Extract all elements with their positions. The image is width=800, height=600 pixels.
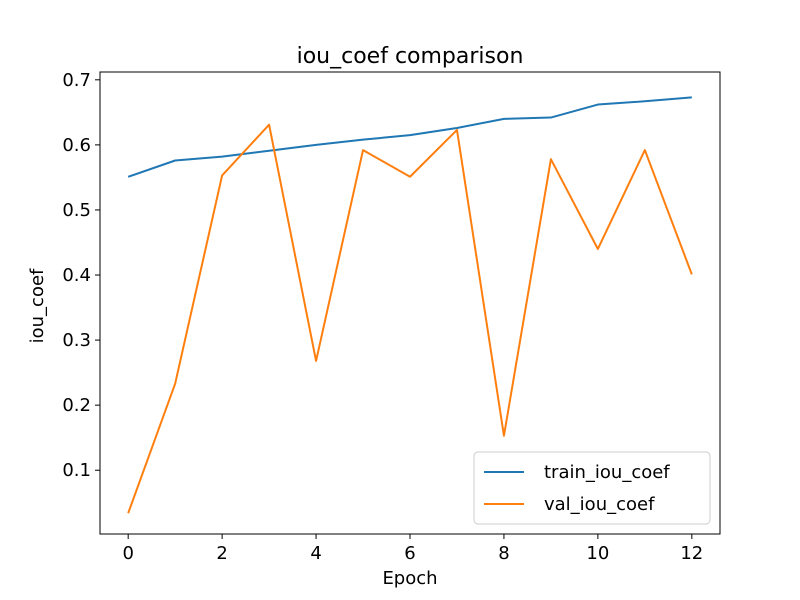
y-tick-label-0.1: 0.1 <box>62 460 91 481</box>
y-tick-label-0.4: 0.4 <box>62 265 91 286</box>
plot-area: 0 2 4 6 8 10 12 0.1 0.2 0.3 0.4 0.5 0.6 0.7 <box>62 70 721 564</box>
legend: train_iou_coef val_iou_coef <box>473 451 711 525</box>
series-line-val_iou_coef <box>127 123 693 514</box>
x-axis-label: Epoch <box>382 568 437 589</box>
x-tick-label-10: 10 <box>586 543 609 564</box>
x-tick-label-6: 6 <box>404 543 415 564</box>
legend-label-val_iou_coef: val_iou_coef <box>544 494 655 515</box>
y-tick-label-0.6: 0.6 <box>62 135 91 156</box>
x-tick-label-12: 12 <box>680 543 703 564</box>
x-tick-label-8: 8 <box>498 543 509 564</box>
y-axis-label: iou_coef <box>27 268 48 343</box>
chart-title: iou_coef comparison <box>297 44 524 69</box>
y-tick-label-0.7: 0.7 <box>62 70 91 91</box>
y-tick-label-0.2: 0.2 <box>62 395 91 416</box>
y-tick-label-0.5: 0.5 <box>62 200 91 221</box>
y-tick-label-0.3: 0.3 <box>62 330 91 351</box>
legend-label-train_iou_coef: train_iou_coef <box>544 462 670 483</box>
x-tick-label-0: 0 <box>122 543 133 564</box>
x-tick-label-2: 2 <box>216 543 227 564</box>
legend-box <box>473 451 711 525</box>
series-line-train_iou_coef <box>127 96 692 178</box>
x-tick-label-4: 4 <box>310 543 321 564</box>
